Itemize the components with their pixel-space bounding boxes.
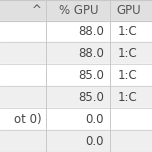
Text: 1:C: 1:C <box>118 47 138 60</box>
Bar <box>0 130 152 152</box>
Bar <box>0 21 152 42</box>
Bar <box>0 0 152 21</box>
Bar <box>0 108 152 130</box>
Bar <box>0 64 152 86</box>
Text: ^: ^ <box>32 4 42 17</box>
Text: 88.0: 88.0 <box>78 47 104 60</box>
Bar <box>0 86 152 108</box>
Text: ot 0): ot 0) <box>14 113 42 126</box>
Text: 88.0: 88.0 <box>78 25 104 38</box>
Text: 1:C: 1:C <box>118 69 138 82</box>
Text: 1:C: 1:C <box>118 25 138 38</box>
Text: % GPU: % GPU <box>59 4 98 17</box>
Bar <box>0 42 152 64</box>
Text: 0.0: 0.0 <box>86 113 104 126</box>
Text: 85.0: 85.0 <box>78 91 104 104</box>
Text: GPU: GPU <box>116 4 141 17</box>
Text: 85.0: 85.0 <box>78 69 104 82</box>
Text: 1:C: 1:C <box>118 91 138 104</box>
Text: 0.0: 0.0 <box>86 135 104 148</box>
